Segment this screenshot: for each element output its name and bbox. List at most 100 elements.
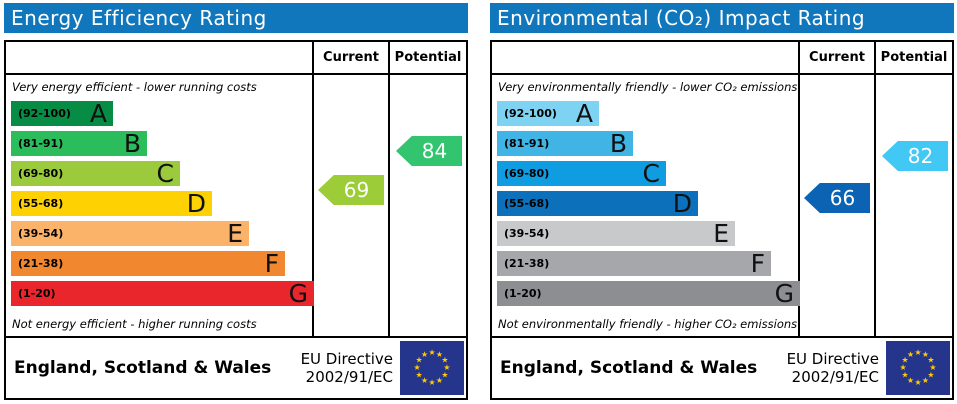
svg-text:★: ★ [907, 350, 914, 359]
band-range-label: (1-20) [504, 287, 542, 300]
footer: England, Scotland & Wales EU Directive 2… [4, 338, 468, 400]
band-range-label: (1-20) [18, 287, 56, 300]
band-row-G: (1-20) G [497, 281, 800, 306]
band-row-E: (39-54) E [497, 221, 735, 246]
band-range-label: (55-68) [18, 197, 64, 210]
band-row-F: (21-38) F [497, 251, 771, 276]
column-divider [312, 42, 314, 336]
top-note: Very energy efficient - lower running co… [12, 80, 257, 94]
band-letter: A [575, 99, 593, 128]
band-range-label: (92-100) [504, 107, 557, 120]
svg-text:★: ★ [416, 355, 423, 364]
svg-text:★: ★ [428, 348, 435, 357]
potential-rating-arrow: 84 [396, 136, 462, 166]
band-letter: F [750, 249, 765, 278]
svg-text:★: ★ [421, 350, 428, 359]
top-note: Very environmentally friendly - lower CO… [498, 80, 798, 94]
band-letter: B [123, 129, 141, 158]
column-divider [798, 42, 800, 336]
svg-text:★: ★ [929, 363, 936, 372]
svg-text:★: ★ [902, 370, 909, 379]
eu-directive-label: EU Directive 2002/91/EC [300, 350, 393, 386]
svg-text:★: ★ [927, 355, 934, 364]
svg-text:★: ★ [414, 363, 421, 372]
potential-column-header: Potential [394, 50, 462, 65]
panel-title: Energy Efficiency Rating [4, 3, 468, 33]
band-range-label: (21-38) [18, 257, 64, 270]
band-letter: C [642, 159, 660, 188]
svg-text:★: ★ [441, 355, 448, 364]
band-letter: A [89, 99, 107, 128]
eu-directive-label: EU Directive 2002/91/EC [786, 350, 879, 386]
band-letter: E [227, 219, 243, 248]
column-divider [874, 42, 876, 336]
band-letter: F [264, 249, 279, 278]
band-row-F: (21-38) F [11, 251, 285, 276]
band-range-label: (92-100) [18, 107, 71, 120]
band-letter: D [672, 189, 692, 218]
band-letter: B [609, 129, 627, 158]
eu-flag-icon: ★ ★★ ★★★ ★★★ ★★★ [886, 341, 950, 395]
footer: England, Scotland & Wales EU Directive 2… [490, 338, 954, 400]
current-rating-arrow: 69 [318, 175, 384, 205]
svg-text:★: ★ [902, 355, 909, 364]
band-row-G: (1-20) G [11, 281, 314, 306]
band-range-label: (21-38) [504, 257, 550, 270]
potential-rating-arrow: 82 [882, 141, 948, 171]
band-letter: G [288, 279, 308, 308]
chart-body: Very energy efficient - lower running co… [6, 75, 466, 336]
band-row-E: (39-54) E [11, 221, 249, 246]
column-header-row [492, 42, 952, 75]
svg-text:★: ★ [421, 376, 428, 385]
band-row-C: (69-80) C [11, 161, 180, 186]
band-list: (92-100) A (81-91) B (69-80) C (55-68) D (39-54)… [497, 101, 800, 311]
svg-text:★: ★ [907, 376, 914, 385]
band-range-label: (69-80) [18, 167, 64, 180]
band-letter: D [186, 189, 206, 218]
band-row-C: (69-80) C [497, 161, 666, 186]
panel-title: Environmental (CO₂) Impact Rating [490, 3, 954, 33]
band-row-D: (55-68) D [497, 191, 698, 216]
band-letter: C [156, 159, 174, 188]
current-column-header: Current [323, 50, 379, 65]
bottom-note: Not environmentally friendly - higher CO… [498, 317, 798, 331]
chart-body: Very environmentally friendly - lower CO… [492, 75, 952, 336]
band-range-label: (39-54) [504, 227, 550, 240]
svg-text:★: ★ [922, 350, 929, 359]
bottom-note: Not energy efficient - higher running co… [12, 317, 257, 331]
svg-text:★: ★ [927, 370, 934, 379]
svg-text:★: ★ [922, 376, 929, 385]
band-letter: E [713, 219, 729, 248]
band-list: (92-100) A (81-91) B (69-80) C (55-68) D (39-54)… [11, 101, 314, 311]
energy-efficiency-panel: Energy Efficiency Rating Current Potenti… [4, 3, 468, 400]
band-row-A: (92-100) A [11, 101, 113, 126]
band-row-B: (81-91) B [497, 131, 633, 156]
region-label: England, Scotland & Wales [500, 358, 758, 378]
svg-text:★: ★ [914, 378, 921, 387]
column-divider [388, 42, 390, 336]
current-rating-arrow: 66 [804, 183, 870, 213]
band-range-label: (55-68) [504, 197, 550, 210]
band-range-label: (81-91) [504, 137, 550, 150]
band-row-A: (92-100) A [497, 101, 599, 126]
svg-text:★: ★ [428, 378, 435, 387]
band-range-label: (81-91) [18, 137, 64, 150]
svg-text:★: ★ [900, 363, 907, 372]
eu-flag-icon: ★ ★★ ★★★ ★★★ ★★★ [400, 341, 464, 395]
svg-text:★: ★ [914, 348, 921, 357]
band-letter: G [774, 279, 794, 308]
rating-table: Current Potential Very energy efficient … [4, 40, 468, 338]
band-row-B: (81-91) B [11, 131, 147, 156]
region-label: England, Scotland & Wales [14, 358, 272, 378]
environmental-impact-panel: Environmental (CO₂) Impact Rating Curren… [490, 3, 954, 400]
svg-text:★: ★ [436, 350, 443, 359]
svg-text:★: ★ [416, 370, 423, 379]
potential-column-header: Potential [880, 50, 948, 65]
svg-text:★: ★ [441, 370, 448, 379]
band-range-label: (39-54) [18, 227, 64, 240]
svg-text:★: ★ [443, 363, 450, 372]
rating-table: Current Potential Very environmentally f… [490, 40, 954, 338]
column-header-row [6, 42, 466, 75]
current-column-header: Current [809, 50, 865, 65]
